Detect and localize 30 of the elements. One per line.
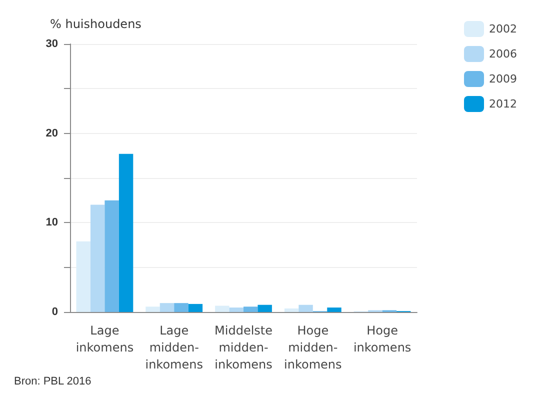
x-tick-label: Hoge inkomens [353,324,412,354]
y-tick-label: 0 [52,306,58,318]
legend-label: 2012 [489,98,518,110]
x-tick-label: Lage inkomens [76,324,134,354]
bar [174,303,188,312]
bar [244,306,258,312]
bar [284,308,299,312]
bar [90,204,105,312]
x-tick-label: Middelste midden- inkomens [214,324,272,372]
legend-label: 2009 [489,72,518,86]
bar [229,308,244,312]
bar [104,200,119,312]
text: Bron: PBL 2016 [14,376,92,388]
x-tick-label: Hoge midden- inkomens [284,324,342,372]
bar [188,304,203,312]
y-tick-label: 20 [46,127,58,140]
bar [146,306,160,312]
x-tick-label: Lage midden- inkomens [145,324,203,372]
bar [160,303,174,312]
y-axis-title: % huishoudens [50,17,142,31]
bar [258,304,272,312]
legend-label: 2002 [489,22,518,36]
bar [327,308,342,312]
y-tick-label: 30 [46,38,58,50]
bar [298,304,313,312]
y-tick-label: 10 [46,216,58,229]
bar [76,241,90,312]
bar [118,154,134,312]
bar [215,306,230,312]
legend-label: 2006 [489,48,518,60]
